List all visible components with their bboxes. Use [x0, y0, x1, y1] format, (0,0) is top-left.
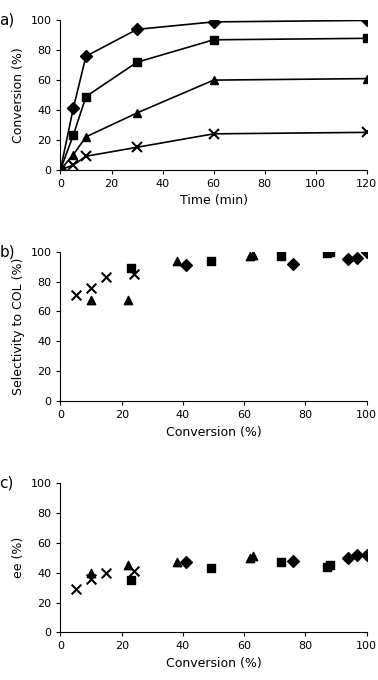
- Point: [174, 557, 180, 568]
- Point: [103, 272, 110, 283]
- Point: [73, 290, 79, 301]
- Point: [324, 248, 330, 258]
- Point: [103, 567, 110, 578]
- Point: [88, 294, 94, 305]
- Point: [290, 258, 296, 269]
- Point: [324, 561, 330, 572]
- Point: [128, 262, 134, 273]
- Point: [355, 549, 361, 560]
- Point: [73, 583, 79, 594]
- Point: [290, 556, 296, 566]
- Point: [250, 250, 256, 260]
- Point: [345, 254, 351, 265]
- Point: [278, 557, 284, 568]
- X-axis label: Conversion (%): Conversion (%): [166, 426, 262, 439]
- Point: [183, 557, 189, 568]
- Text: a): a): [0, 13, 14, 28]
- X-axis label: Conversion (%): Conversion (%): [166, 657, 262, 670]
- Point: [88, 573, 94, 584]
- Point: [355, 252, 361, 263]
- Point: [208, 563, 214, 574]
- Point: [208, 255, 214, 266]
- Point: [125, 294, 131, 305]
- Point: [247, 251, 253, 262]
- Point: [247, 552, 253, 563]
- Point: [364, 549, 370, 560]
- Point: [364, 246, 370, 257]
- Text: b): b): [0, 244, 15, 259]
- Y-axis label: ee (%): ee (%): [12, 537, 25, 579]
- Point: [327, 560, 333, 571]
- Point: [250, 551, 256, 562]
- Point: [327, 246, 333, 257]
- X-axis label: Time (min): Time (min): [180, 194, 248, 207]
- Point: [125, 560, 131, 571]
- Point: [128, 575, 134, 585]
- Point: [88, 567, 94, 578]
- Point: [131, 269, 137, 279]
- Point: [278, 251, 284, 262]
- Y-axis label: Selectivity to COL (%): Selectivity to COL (%): [12, 258, 25, 395]
- Point: [88, 282, 94, 293]
- Point: [174, 255, 180, 266]
- Point: [183, 260, 189, 271]
- Text: c): c): [0, 476, 14, 491]
- Y-axis label: Conversion (%): Conversion (%): [12, 47, 25, 143]
- Point: [131, 566, 137, 577]
- Point: [345, 552, 351, 563]
